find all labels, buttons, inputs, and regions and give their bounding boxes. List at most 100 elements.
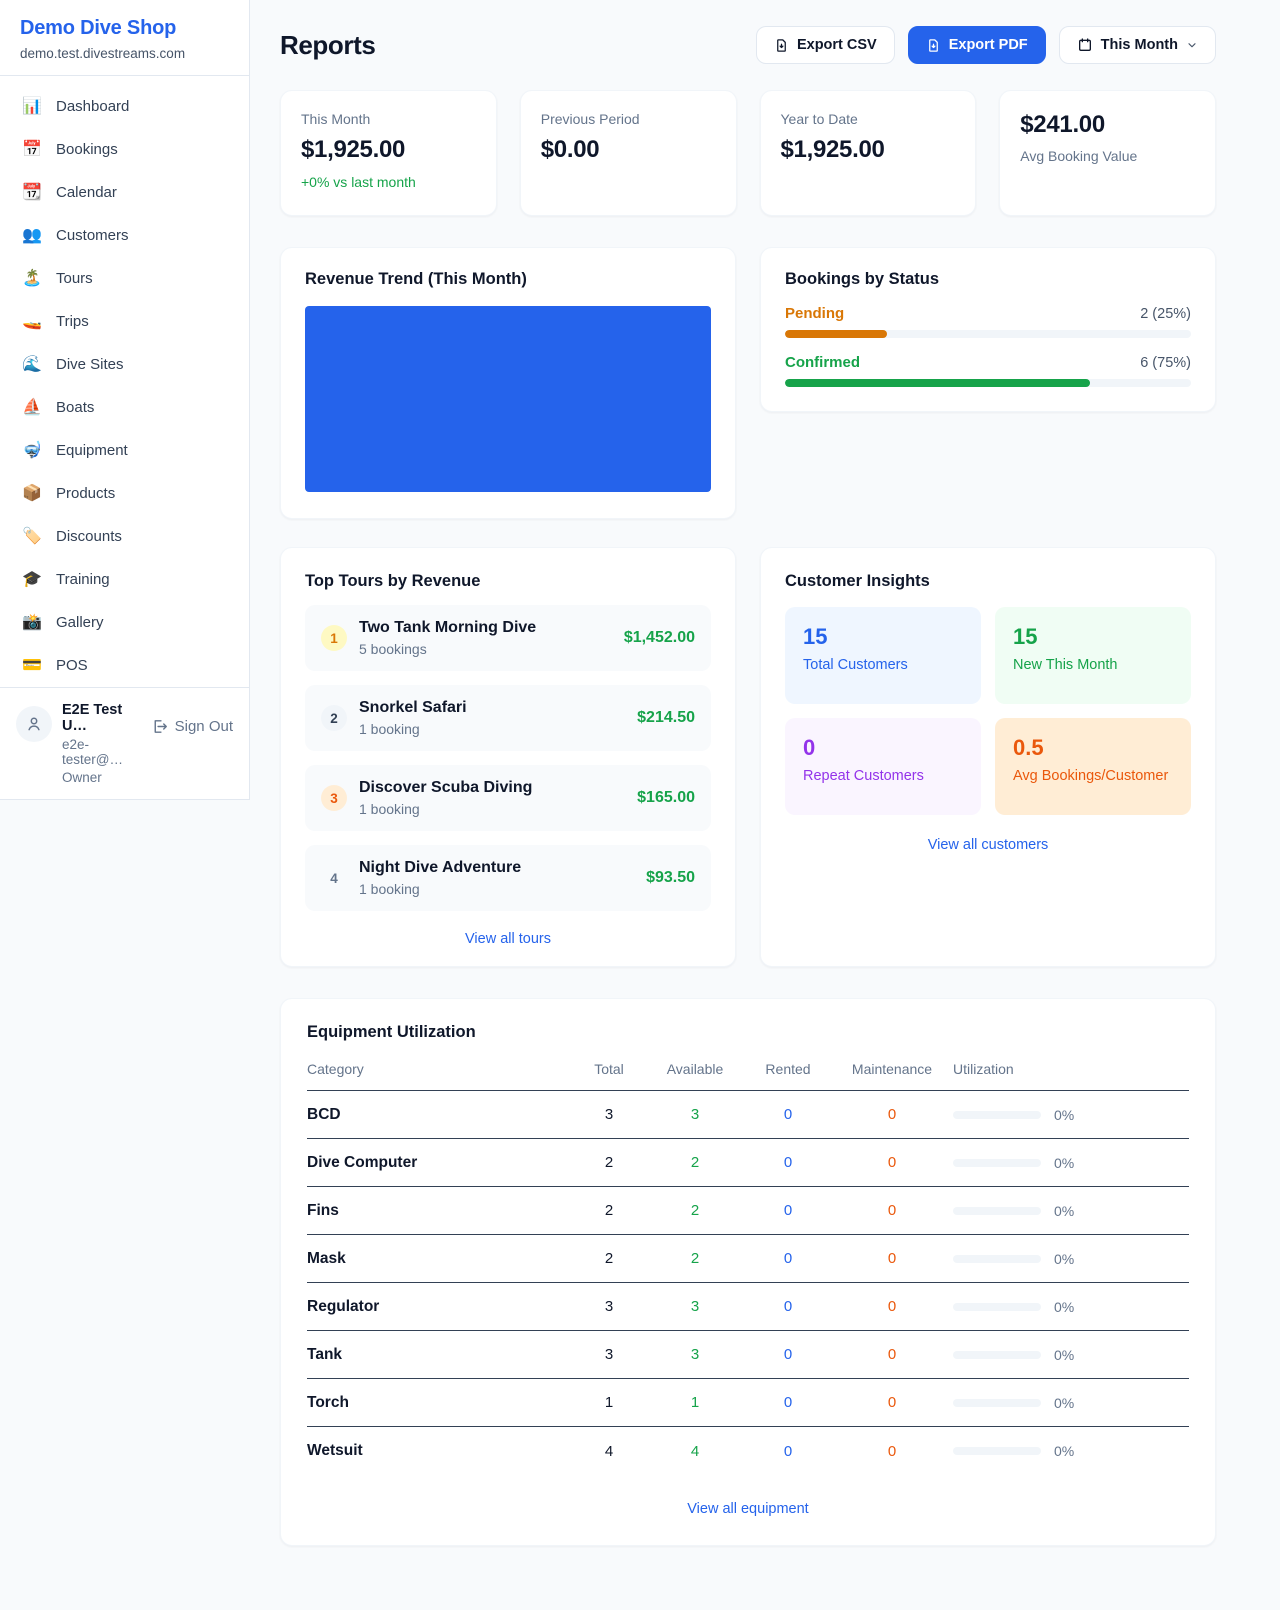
utilization-bar [953, 1254, 1041, 1263]
table-header-row: Category Total Available Rented Maintena… [307, 1061, 1189, 1091]
tour-row: 3 Discover Scuba Diving 1 booking $165.0… [305, 765, 711, 831]
sign-out-button[interactable]: Sign Out [151, 718, 233, 735]
cell-utilization: 0% [953, 1107, 1189, 1123]
export-csv-button[interactable]: Export CSV [755, 26, 895, 64]
sidebar-item-calendar[interactable]: 📆 Calendar [12, 172, 237, 213]
stat-card-previous-period: Previous Period $0.00 [519, 90, 737, 216]
sidebar-item-training[interactable]: 🎓 Training [12, 559, 237, 600]
tile-avg-bookings-customer: 0.5 Avg Bookings/Customer [995, 718, 1191, 815]
sidebar-item-label: Training [56, 571, 110, 588]
cell-maintenance: 0 [887, 1346, 897, 1363]
cell-category: Regulator [307, 1297, 380, 1315]
rank-badge: 4 [330, 870, 338, 886]
rank-badge: 2 [321, 705, 347, 731]
sidebar-item-discounts[interactable]: 🏷️ Discounts [12, 516, 237, 557]
table-row: Torch 1 1 0 0 0% [307, 1379, 1189, 1427]
utilization-bar [953, 1398, 1041, 1407]
calendar-icon [1078, 38, 1091, 51]
cell-rented: 0 [783, 1154, 793, 1171]
cell-rented: 0 [783, 1394, 793, 1411]
sidebar-item-label: Calendar [56, 184, 117, 201]
col-rented: Rented [765, 1061, 811, 1077]
stat-card-this-month: This Month $1,925.00 +0% vs last month [280, 90, 497, 216]
tile-value: 0.5 [1013, 735, 1044, 760]
period-dropdown[interactable]: This Month [1058, 26, 1216, 64]
sidebar-item-tours[interactable]: 🏝️ Tours [12, 258, 237, 299]
sidebar-item-label: Trips [56, 313, 89, 330]
tile-total-customers: 15 Total Customers [785, 607, 981, 704]
cell-utilization: 0% [953, 1155, 1189, 1171]
cell-available: 4 [690, 1442, 700, 1460]
cell-total: 2 [604, 1202, 614, 1219]
sidebar-item-label: Customers [56, 227, 129, 244]
cell-total: 3 [604, 1346, 614, 1363]
cell-category: Torch [307, 1393, 349, 1411]
view-all-tours-link[interactable]: View all tours [465, 931, 551, 947]
cell-available: 2 [690, 1154, 700, 1171]
sidebar-item-equipment[interactable]: 🤿 Equipment [12, 430, 237, 471]
utilization-percent: 0% [1054, 1394, 1075, 1411]
cell-category: Tank [307, 1345, 343, 1363]
stat-cards: This Month $1,925.00 +0% vs last month P… [280, 90, 1216, 216]
sidebar-item-customers[interactable]: 👥 Customers [12, 215, 237, 256]
sidebar-item-bookings[interactable]: 📅 Bookings [12, 129, 237, 170]
sidebar-item-gallery[interactable]: 📸 Gallery [12, 602, 237, 643]
tile-label: Total Customers [803, 657, 908, 673]
wave-icon: 🌊 [22, 355, 42, 373]
insight-tiles: 15 Total Customers 15 New This Month 0 R… [785, 607, 1191, 815]
stat-label: Previous Period [540, 111, 640, 127]
status-bar-fill [785, 330, 887, 338]
equipment-table: Category Total Available Rented Maintena… [307, 1061, 1189, 1475]
header-actions: Export CSV Export PDF This Month [755, 26, 1216, 64]
sidebar-item-dive-sites[interactable]: 🌊 Dive Sites [12, 344, 237, 385]
table-row: Dive Computer 2 2 0 0 0% [307, 1139, 1189, 1187]
export-pdf-button[interactable]: Export PDF [907, 26, 1046, 64]
sidebar-item-trips[interactable]: 🚤 Trips [12, 301, 237, 342]
status-bar-track [785, 379, 1191, 387]
tile-label: Repeat Customers [803, 768, 924, 784]
stat-value: $0.00 [540, 136, 600, 163]
cell-utilization: 0% [953, 1443, 1189, 1459]
sidebar-item-dashboard[interactable]: 📊 Dashboard [12, 86, 237, 127]
cell-rented: 0 [783, 1298, 793, 1315]
file-download-icon [777, 38, 786, 52]
user-name: E2E Test U… [62, 702, 123, 734]
table-row: Mask 2 2 0 0 0% [307, 1235, 1189, 1283]
sidebar-item-products[interactable]: 📦 Products [12, 473, 237, 514]
status-row-pending: Pending 2 (25%) [785, 305, 1191, 338]
cell-rented: 0 [783, 1346, 793, 1363]
status-bar-fill [785, 379, 1090, 387]
sidebar-item-label: Bookings [56, 141, 118, 158]
utilization-percent: 0% [1054, 1443, 1075, 1459]
cell-maintenance: 0 [887, 1106, 897, 1123]
cell-available: 3 [690, 1346, 700, 1363]
table-row: BCD 3 3 0 0 0% [307, 1091, 1189, 1139]
cell-category: Mask [307, 1249, 346, 1267]
sidebar-item-label: Equipment [56, 442, 128, 459]
tour-row: 1 Two Tank Morning Dive 5 bookings $1,45… [305, 605, 711, 671]
view-all-equipment-link[interactable]: View all equipment [687, 1501, 809, 1517]
brand-block: Demo Dive Shop demo.test.divestreams.com [0, 0, 249, 76]
utilization-bar [953, 1110, 1041, 1119]
cell-total: 2 [604, 1154, 614, 1171]
cell-rented: 0 [783, 1106, 793, 1123]
person-icon [28, 717, 40, 731]
sidebar-item-pos[interactable]: 💳 POS [12, 645, 237, 686]
sidebar-item-boats[interactable]: ⛵ Boats [12, 387, 237, 428]
sign-out-label: Sign Out [174, 718, 233, 735]
bar-chart-icon: 📊 [22, 97, 42, 115]
rank-badge: 1 [321, 625, 347, 651]
cell-available: 2 [690, 1250, 700, 1267]
charts-row: Revenue Trend (This Month) Bookings by S… [280, 247, 1216, 519]
col-available: Available [666, 1061, 724, 1077]
tour-name: Two Tank Morning Dive [359, 619, 537, 636]
period-label: This Month [1100, 37, 1178, 53]
tour-bookings: 1 booking [359, 721, 420, 737]
sidebar-item-label: Discounts [56, 528, 122, 545]
view-all-customers-link[interactable]: View all customers [927, 837, 1049, 853]
status-label: Confirmed [785, 354, 860, 371]
utilization-bar [953, 1302, 1041, 1311]
table-row: Tank 3 3 0 0 0% [307, 1331, 1189, 1379]
equipment-utilization-card: Equipment Utilization Category Total Ava… [280, 998, 1216, 1546]
tile-label: New This Month [1013, 657, 1118, 673]
